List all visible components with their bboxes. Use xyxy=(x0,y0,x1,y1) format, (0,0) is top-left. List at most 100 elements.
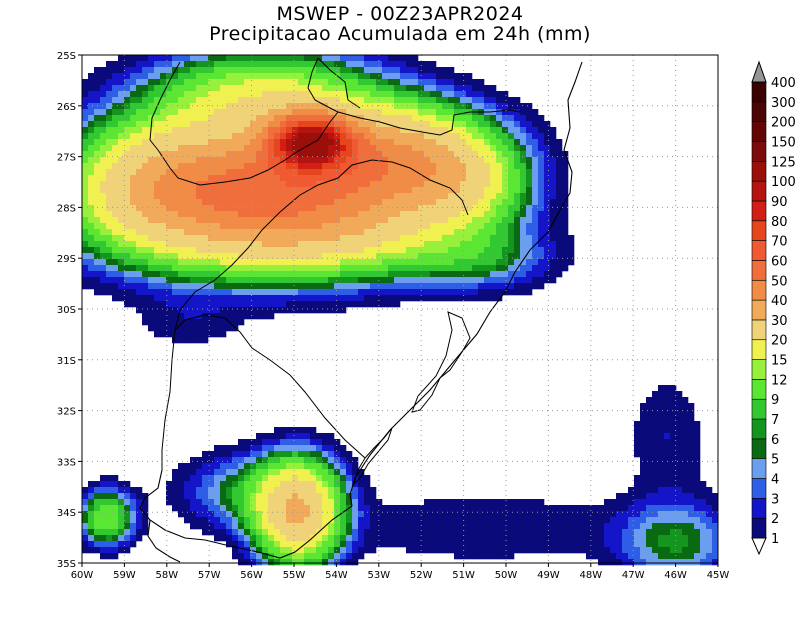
precip-cell xyxy=(286,529,293,536)
precip-cell xyxy=(550,187,557,194)
precip-cell xyxy=(340,547,347,554)
precip-cell xyxy=(634,493,641,500)
precip-cell xyxy=(382,163,389,170)
precip-cell xyxy=(292,217,299,224)
precip-cell xyxy=(238,553,245,560)
precip-cell xyxy=(574,523,581,530)
precip-cell xyxy=(244,169,251,176)
y-tick-label: 35S xyxy=(57,559,76,570)
precip-cell xyxy=(388,289,395,296)
precip-cell xyxy=(646,499,653,506)
precip-cell xyxy=(430,139,437,146)
precip-cell xyxy=(256,487,263,494)
precip-cell xyxy=(364,55,371,62)
precip-cell xyxy=(346,175,353,182)
precip-cell xyxy=(502,547,509,554)
precip-cell xyxy=(328,271,335,278)
precip-cell xyxy=(658,445,665,452)
precip-cell xyxy=(166,313,173,320)
precip-cell xyxy=(100,259,107,266)
precip-cell xyxy=(256,73,263,80)
precip-cell xyxy=(226,499,233,506)
precip-cell xyxy=(448,79,455,86)
precip-cell xyxy=(664,409,671,416)
precip-cell xyxy=(334,157,341,164)
iguacu-river xyxy=(307,87,339,113)
precip-cell xyxy=(682,433,689,440)
precip-cell xyxy=(298,307,305,314)
precip-cell xyxy=(418,535,425,542)
precip-cell xyxy=(352,301,359,308)
precip-cell xyxy=(310,553,317,560)
precip-cell xyxy=(550,163,557,170)
precip-cell xyxy=(544,187,551,194)
precip-cell xyxy=(316,445,323,452)
precip-cell xyxy=(268,457,275,464)
precip-cell xyxy=(196,103,203,110)
precip-cell xyxy=(328,73,335,80)
precip-cell xyxy=(130,271,137,278)
precip-cell xyxy=(418,133,425,140)
precip-cell xyxy=(160,241,167,248)
precip-cell xyxy=(448,97,455,104)
precip-cell xyxy=(472,175,479,182)
precip-cell xyxy=(304,547,311,554)
precip-cell xyxy=(388,73,395,80)
precip-cell xyxy=(388,235,395,242)
precip-cell xyxy=(130,199,137,206)
precip-cell xyxy=(460,265,467,272)
x-tick-label: 47W xyxy=(622,570,645,581)
precip-cell xyxy=(676,535,683,542)
precip-cell xyxy=(172,187,179,194)
precip-cell xyxy=(166,85,173,92)
precip-cell xyxy=(352,151,359,158)
precip-cell xyxy=(382,541,389,548)
precip-cell xyxy=(250,67,257,74)
precip-cell xyxy=(490,199,497,206)
precip-cell xyxy=(670,427,677,434)
precip-cell xyxy=(604,547,611,554)
precip-cell xyxy=(226,91,233,98)
precip-cell xyxy=(364,547,371,554)
precip-cell xyxy=(364,187,371,194)
precip-cell xyxy=(538,151,545,158)
precip-cell xyxy=(502,115,509,122)
precip-cell xyxy=(184,85,191,92)
precip-cell xyxy=(364,499,371,506)
precip-cell xyxy=(376,235,383,242)
precip-cell xyxy=(412,175,419,182)
precip-cell xyxy=(190,109,197,116)
precip-cell xyxy=(508,151,515,158)
precip-cell xyxy=(472,103,479,110)
precip-cell xyxy=(424,121,431,128)
precip-cell xyxy=(358,241,365,248)
precip-cell xyxy=(208,331,215,338)
precip-cell xyxy=(484,211,491,218)
precip-cell xyxy=(154,151,161,158)
precip-cell xyxy=(136,91,143,98)
precip-cell xyxy=(400,109,407,116)
precip-cell xyxy=(136,217,143,224)
precip-cell xyxy=(94,223,101,230)
precip-cell xyxy=(376,193,383,200)
precip-cell xyxy=(82,535,89,542)
precip-cell xyxy=(322,499,329,506)
precip-cell xyxy=(142,307,149,314)
precip-cell xyxy=(334,61,341,68)
precip-cell xyxy=(292,103,299,110)
precip-cell xyxy=(406,67,413,74)
precip-cell xyxy=(292,445,299,452)
precip-cell xyxy=(382,265,389,272)
precip-cell xyxy=(508,271,515,278)
precip-cell xyxy=(256,115,263,122)
precip-cell xyxy=(670,421,677,428)
precip-cell xyxy=(124,301,131,308)
colorbar-segment xyxy=(751,279,767,301)
precip-cell xyxy=(166,487,173,494)
precip-cell xyxy=(280,469,287,476)
precip-cell xyxy=(346,181,353,188)
precip-cell xyxy=(472,199,479,206)
precip-cell xyxy=(328,307,335,314)
precip-cell xyxy=(664,403,671,410)
precip-cell xyxy=(490,283,497,290)
